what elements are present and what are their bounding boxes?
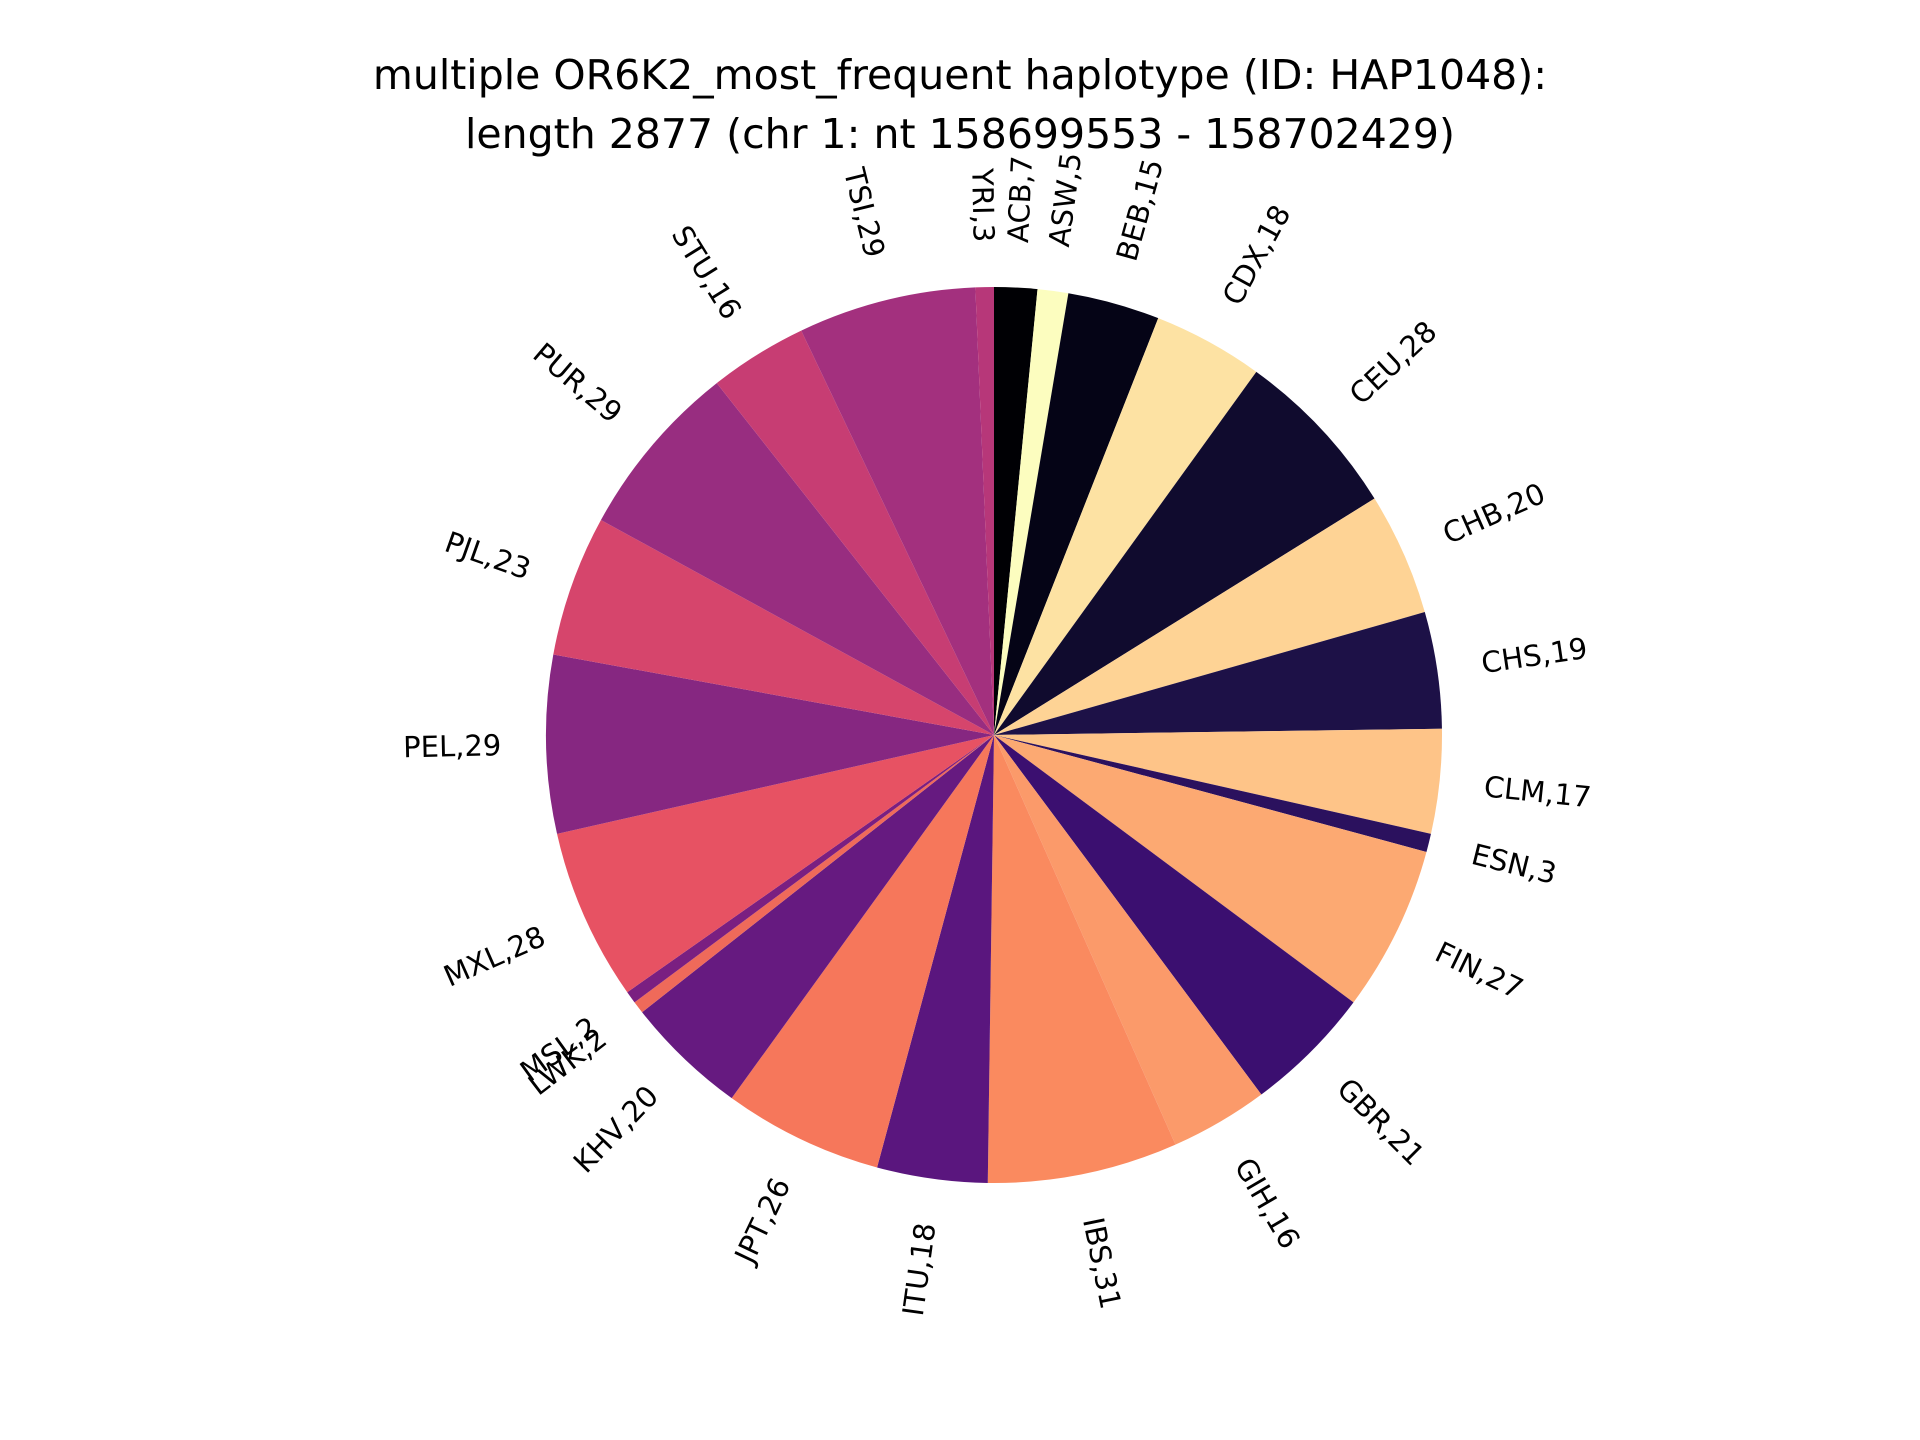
pie-slice-acb (994, 287, 1038, 735)
pie-slice-itu (877, 735, 994, 1183)
pie-slice-yri (975, 287, 994, 735)
pie-label-beb: BEB,15 (1110, 155, 1171, 265)
pie-label-mxl: MXL,28 (439, 919, 551, 993)
pie-slice-chs (994, 612, 1442, 735)
pie-label-stu: STU,16 (665, 220, 748, 326)
pie-slice-gih (994, 735, 1262, 1145)
pie-label-pel: PEL,29 (403, 728, 502, 764)
pie-label-fin: FIN,27 (1430, 935, 1529, 1006)
pie-slice-jpt (731, 735, 994, 1168)
pie-label-ibs: IBS,31 (1076, 1214, 1128, 1311)
pie-slice-esn (994, 735, 1431, 852)
pie-slice-clm (994, 728, 1442, 834)
pie-label-clm: CLM,17 (1482, 769, 1593, 814)
pie-label-yri: YRI,3 (965, 167, 1001, 243)
pie-slice-stu (716, 330, 994, 735)
pie-label-acb: ACB,7 (1001, 155, 1039, 244)
pie-label-pjl: PJL,23 (441, 525, 536, 587)
pie-label-gbr: GBR,21 (1330, 1071, 1431, 1172)
pie-slice-ceu (994, 371, 1375, 735)
pie-label-ceu: CEU,28 (1343, 314, 1444, 411)
pie-slice-tsi (801, 287, 994, 735)
chart-title-line-1: multiple OR6K2_most_frequent haplotype (… (373, 51, 1547, 99)
pie-slice-cdx (994, 318, 1257, 735)
pie-slice-pel (546, 654, 994, 834)
chart-title-line-2: length 2877 (chr 1: nt 158699553 - 15870… (465, 110, 1455, 158)
pie-label-khv: KHV,20 (567, 1079, 665, 1180)
pie-slice-gbr (994, 735, 1354, 1095)
pie-slices (546, 287, 1442, 1183)
pie-slice-beb (994, 293, 1159, 735)
pie-label-tsi: TSI,29 (837, 164, 892, 261)
pie-slice-fin (994, 735, 1427, 1003)
pie-label-asw: ASW,5 (1042, 150, 1088, 248)
pie-label-chb: CHB,20 (1438, 476, 1551, 551)
pie-slice-khv (642, 735, 994, 1099)
pie-slice-msl (627, 735, 994, 1003)
pie-slice-ibs (987, 735, 1176, 1183)
pie-slice-mxl (557, 735, 994, 993)
pie-slice-chb (994, 498, 1425, 735)
pie-slice-pur (600, 383, 994, 735)
pie-label-esn: ESN,3 (1468, 837, 1560, 891)
pie-label-gih: GIH,16 (1228, 1152, 1307, 1255)
pie-slice-asw (994, 289, 1069, 735)
pie-label-jpt: JPT,26 (727, 1173, 797, 1271)
pie-slice-lwk (634, 735, 994, 1013)
pie-label-pur: PUR,29 (527, 336, 629, 430)
pie-label-chs: CHS,19 (1479, 631, 1589, 680)
pie-label-itu: ITU,18 (896, 1221, 943, 1318)
pie-label-cdx: CDX,18 (1216, 199, 1298, 311)
pie-slice-pjl (553, 520, 994, 735)
